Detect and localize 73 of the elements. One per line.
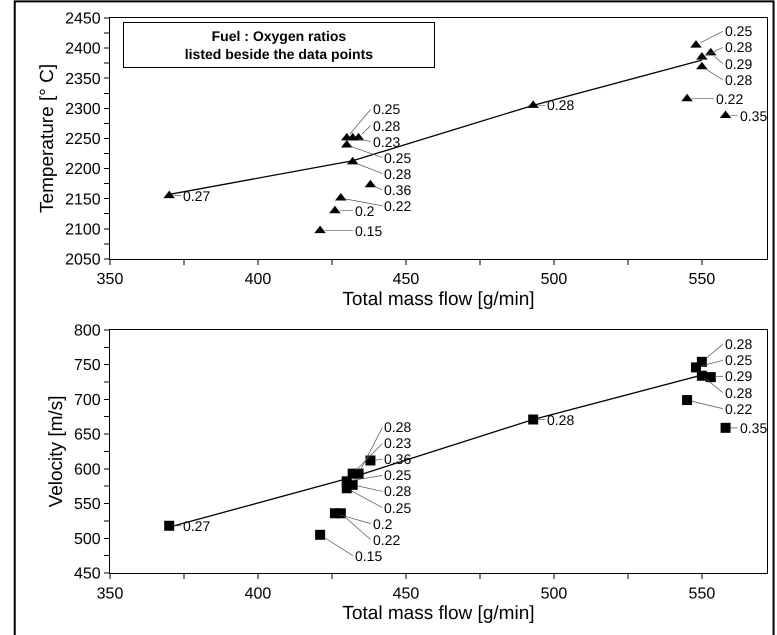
x-tick-label: 550: [688, 271, 716, 288]
annotation: 0.15: [355, 548, 382, 564]
x-tick-label: 550: [688, 585, 716, 602]
y-tick-label: 2100: [65, 221, 101, 238]
annotation: 0.35: [740, 108, 768, 124]
annotation: 0.29: [725, 368, 752, 384]
x-tick-label: 450: [392, 271, 420, 288]
annotation: 0.15: [355, 223, 382, 239]
annotation: 0.28: [725, 72, 752, 88]
annotation: 0.23: [384, 435, 412, 451]
y-tick-label: 800: [74, 322, 101, 340]
annotation: 0.25: [725, 23, 752, 39]
annotation: 0.28: [373, 118, 400, 134]
point: [365, 455, 376, 466]
annotation: 0.25: [384, 150, 412, 166]
annotation: 0.27: [183, 518, 210, 534]
point: [164, 520, 174, 531]
annotation: 0.2: [373, 516, 393, 532]
point: [706, 372, 716, 382]
annotation: 0.28: [547, 412, 574, 428]
point: [336, 508, 346, 518]
annotation: 0.22: [725, 401, 752, 417]
annotation: 0.25: [384, 500, 412, 516]
y-tick-label: 650: [74, 426, 101, 444]
x-tick-label: 400: [244, 271, 272, 288]
annotation: 0.22: [384, 198, 412, 214]
annotation: 0.29: [725, 56, 752, 72]
annotation: 0.28: [725, 336, 752, 352]
x-tick-label: 500: [540, 585, 568, 602]
annotation: 0.25: [725, 352, 752, 368]
y-tick-label: 450: [74, 566, 101, 583]
x-tick-label: 350: [96, 271, 124, 288]
y-tick-label: 600: [74, 461, 101, 478]
y-tick-label: 2450: [65, 10, 101, 28]
annotation: 0.28: [384, 166, 412, 182]
annotation: 0.36: [384, 182, 412, 198]
y-tick-label: 2150: [65, 191, 101, 208]
point: [682, 395, 692, 406]
x-tick-label: 500: [540, 271, 568, 288]
y-tick-label: 2400: [65, 40, 101, 58]
annotation: Fuel : Oxygen ratios listed beside the data points: [184, 28, 374, 62]
y-axis-title: Velocity [m/s]: [46, 395, 67, 508]
x-tick-label: 350: [96, 585, 124, 602]
y-tick-label: 550: [74, 496, 101, 514]
y-tick-label: 500: [74, 530, 101, 548]
x-tick-label: 450: [392, 585, 420, 602]
y-tick-label: 2250: [65, 131, 101, 148]
annotation: 0.28: [384, 483, 412, 499]
y-tick-label: 2050: [65, 251, 101, 268]
annotation: 0.27: [183, 188, 210, 204]
annotation: 0.28: [725, 385, 752, 401]
annotation: 0.22: [373, 532, 400, 548]
y-tick-label: 2350: [65, 70, 101, 88]
annotation: 0.28: [384, 419, 412, 435]
x-tick-label: 400: [244, 585, 272, 602]
x-axis-title: Total mass flow [g/min]: [342, 288, 535, 310]
point: [720, 422, 731, 433]
y-tick-label: 700: [74, 392, 101, 409]
point: [315, 530, 326, 540]
y-tick-label: 750: [74, 357, 101, 374]
annotation: 0.28: [725, 39, 752, 55]
annotation: 0.22: [716, 91, 744, 107]
annotation: 0.25: [373, 101, 400, 117]
annotation: 0.35: [740, 420, 768, 436]
y-tick-label: 2200: [65, 161, 101, 178]
x-axis-title: Total mass flow [g/min]: [342, 603, 535, 624]
point: [696, 356, 707, 367]
y-tick-label: 2300: [65, 100, 101, 118]
y-axis-title: Temperature [° C]: [36, 64, 58, 213]
annotation: 0.23: [373, 134, 400, 150]
annotation: 0.25: [384, 467, 412, 483]
annotation: 0.2: [355, 203, 375, 219]
annotation: 0.28: [547, 97, 574, 113]
